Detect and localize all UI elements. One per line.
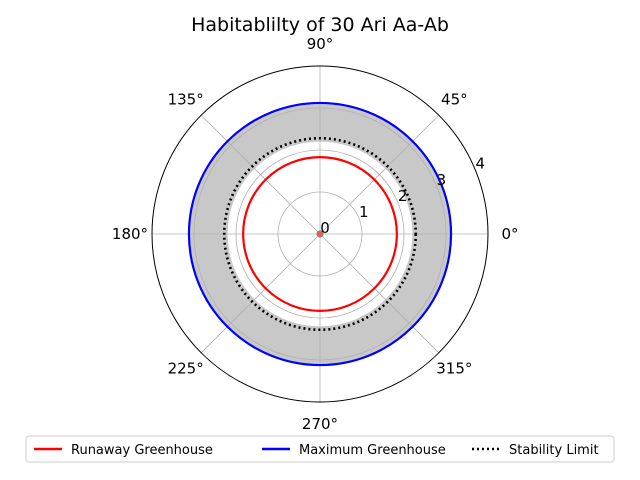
plot-area: 0° 45° 90° 135° 180° 225° 270° 315° 0 1 2 3 4: [112, 35, 519, 433]
angle-tick-label: 0°: [501, 225, 518, 243]
series-stability-limit: [222, 136, 418, 332]
center-marker: [316, 230, 324, 238]
legend-label: Runaway Greenhouse: [71, 443, 213, 458]
legend-label: Maximum Greenhouse: [299, 443, 446, 458]
legend-entry: Maximum Greenhouse: [262, 443, 446, 458]
angle-tick-label: 315°: [436, 359, 472, 377]
legend-entry: Stability Limit: [472, 443, 599, 458]
radial-tick-label: 2: [398, 187, 408, 205]
radial-tick-label: 3: [437, 171, 447, 189]
angular-grid-line: [319, 114, 440, 235]
legend-label: Stability Limit: [509, 443, 599, 458]
angular-grid-line: [319, 233, 440, 354]
angle-tick-label: 90°: [307, 35, 334, 53]
angle-tick-label: 180°: [112, 225, 148, 243]
polar-spine: [151, 65, 489, 403]
series-maximum-greenhouse: [187, 101, 453, 367]
radial-tick-label: 4: [475, 155, 485, 173]
radial-tick-label: 0: [320, 219, 330, 237]
legend: Runaway Greenhouse Maximum Greenhouse Stab…: [25, 435, 615, 463]
series-runaway-greenhouse: [242, 156, 398, 312]
angle-tick-label: 225°: [168, 359, 204, 377]
angle-tick-label: 135°: [168, 91, 204, 109]
radial-tick-label: 1: [359, 203, 369, 221]
angle-tick-label: 270°: [302, 415, 338, 433]
chart-title: Habitablilty of 30 Ari Aa-Ab: [191, 14, 449, 36]
angle-tick-label: 45°: [441, 91, 468, 109]
angular-grid-line: [200, 233, 321, 354]
legend-entry: Runaway Greenhouse: [34, 443, 213, 458]
angular-grid-line: [200, 114, 321, 235]
legend-box: [25, 435, 615, 463]
